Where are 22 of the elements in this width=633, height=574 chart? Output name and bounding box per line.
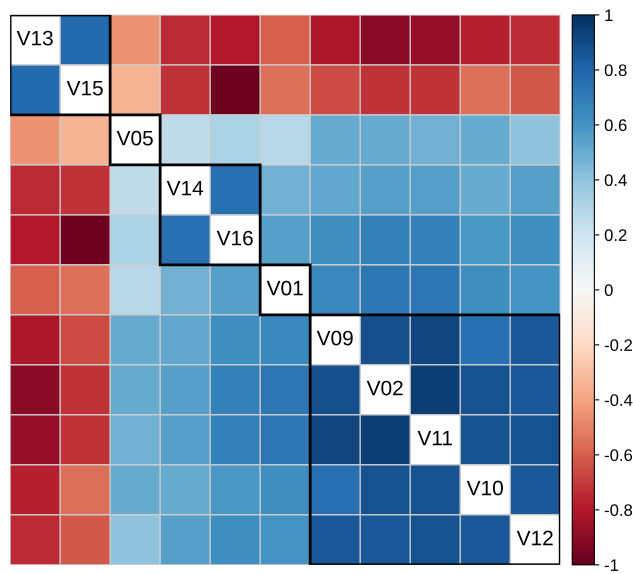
text: V11 [418,430,452,446]
color-bar-label: 0.6 [604,119,627,132]
color-bar-label: -0.2 [604,339,632,352]
text: V09 [316,330,353,346]
text: V14 [166,180,204,196]
color-bar-label: 0.4 [604,174,627,186]
text: V10 [466,480,503,496]
color-bar-label: -1 [604,559,618,571]
text: V05 [116,130,153,146]
text: V16 [216,230,253,246]
color-bar-label: -0.6 [604,449,632,462]
color-bar-label: -0.4 [604,394,632,406]
text: V01 [266,280,303,296]
text: V13 [16,30,53,46]
text: V15 [66,80,103,96]
color-bar-label: 1 [605,9,613,21]
color-bar-label: 0 [604,284,613,296]
color-bar-label: 0.8 [604,64,627,76]
color-bar-label: -0.8 [604,504,632,516]
text: V12 [516,530,553,546]
text: V02 [366,380,403,396]
color-bar-label: 0.2 [604,229,626,242]
